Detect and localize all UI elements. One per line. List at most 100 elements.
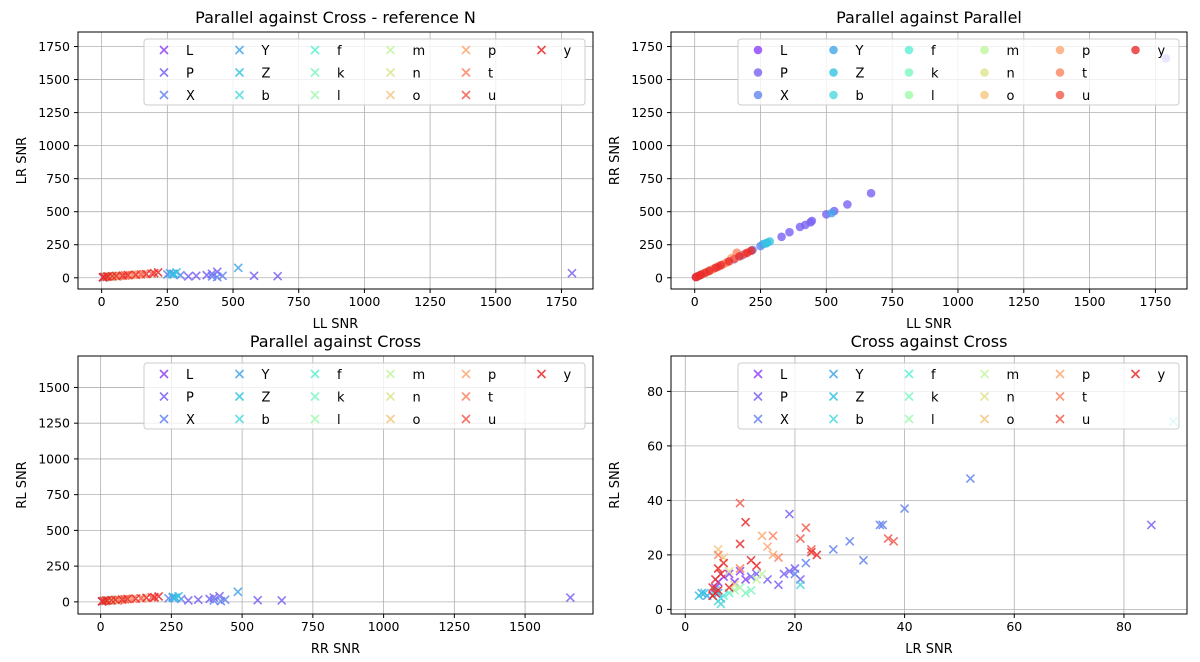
y-tick-label: 1000 <box>631 138 663 153</box>
y-axis-label: RL SNR <box>608 461 623 508</box>
legend-marker-X <box>159 90 169 100</box>
point-X <box>965 474 975 484</box>
legend-marker-L <box>159 369 169 379</box>
point-y <box>746 555 756 565</box>
legend-marker-Z <box>234 67 245 78</box>
point-P <box>191 271 201 281</box>
legend-marker-Y <box>828 369 839 379</box>
legend-label: l <box>337 89 341 104</box>
y-tick-label: 1750 <box>38 39 70 54</box>
legend-label: k <box>337 391 345 406</box>
point-y <box>713 585 723 595</box>
legend-marker-b <box>234 414 245 424</box>
y-tick-label: 500 <box>46 204 70 219</box>
legend-marker-y <box>536 45 547 55</box>
point-P <box>773 580 784 590</box>
legend-label: f <box>337 368 342 383</box>
legend-marker-y <box>536 369 547 379</box>
legend-label: f <box>931 44 936 59</box>
y-tick-label: 500 <box>46 523 70 538</box>
legend-marker-p <box>1055 45 1065 55</box>
point-L <box>724 569 734 579</box>
point-l <box>735 583 745 593</box>
legend-label: Y <box>261 368 270 383</box>
x-axis-label: LR SNR <box>905 642 952 657</box>
y-tick-label: 750 <box>46 487 70 502</box>
axes-frame <box>77 31 594 290</box>
y-tick-label: 60 <box>647 438 663 453</box>
y-tick-label: 250 <box>46 559 70 574</box>
point-P <box>784 566 795 576</box>
point-P <box>249 271 259 281</box>
x-tick-label: 60 <box>1006 619 1022 634</box>
point-y <box>806 547 816 557</box>
chart-title: Parallel against Parallel <box>836 8 1022 27</box>
point-X <box>212 272 222 282</box>
point-X <box>801 558 811 568</box>
x-tick-label: 250 <box>155 294 179 309</box>
legend-marker-Y <box>234 369 245 379</box>
legend-marker-n <box>980 68 989 77</box>
subplot-4: 0 20 40 60 80 0 20 40 60 80 Cross against Cross LR … <box>608 332 1188 657</box>
x-tick-label: 1250 <box>438 619 470 634</box>
x-tick-label: 1500 <box>480 294 512 309</box>
point-y <box>710 574 720 584</box>
legend-marker-Y <box>234 45 245 55</box>
legend-label: p <box>488 368 496 383</box>
legend: LPX YZb fkl mno ptu y <box>143 38 586 106</box>
legend-label: o <box>1007 89 1015 104</box>
point-n <box>730 580 740 590</box>
point-P <box>785 227 794 237</box>
point-Y <box>233 587 243 597</box>
x-tick-label: 1250 <box>414 294 446 309</box>
legend-label: k <box>337 67 345 82</box>
x-tick-label: 750 <box>301 619 325 634</box>
legend-label: l <box>337 413 341 428</box>
legend-marker-f <box>904 45 914 55</box>
legend-label: P <box>186 67 194 82</box>
point-p <box>138 593 148 603</box>
legend-label: k <box>931 67 939 82</box>
legend-label: t <box>1082 391 1087 406</box>
y-tick-label: 250 <box>639 237 663 252</box>
legend: LPX YZb fkl mno ptu y <box>143 362 586 430</box>
x-tick-label: 1250 <box>1008 294 1040 309</box>
legend-label: Z <box>262 67 271 82</box>
point-y <box>141 593 152 603</box>
legend-label: n <box>1007 67 1015 82</box>
legend-label: b <box>262 413 270 428</box>
point-Z <box>169 593 179 603</box>
legend-label: Y <box>855 44 864 59</box>
point-y <box>708 583 718 593</box>
point-X <box>878 520 888 530</box>
legend-marker-k <box>310 391 320 402</box>
legend-label: u <box>1082 89 1090 104</box>
legend-marker-u <box>1055 414 1065 424</box>
point-X <box>845 536 855 546</box>
legend-marker-p <box>461 45 471 55</box>
legend-marker-l <box>904 90 914 100</box>
legend-marker-Z <box>234 391 245 402</box>
legend-label: y <box>1158 368 1166 383</box>
legend-label: P <box>780 391 788 406</box>
legend-marker-n <box>979 391 990 402</box>
x-tick-label: 750 <box>880 294 904 309</box>
point-b <box>795 580 805 590</box>
point-u <box>735 498 745 508</box>
point-Y <box>827 208 836 218</box>
point-y <box>719 558 729 568</box>
y-tick-label: 1500 <box>631 72 663 87</box>
x-axis-label: LL SNR <box>313 317 359 332</box>
point-t <box>735 563 745 574</box>
point-L <box>741 574 751 584</box>
legend-label: L <box>186 368 194 383</box>
point-t <box>139 269 149 279</box>
legend-marker-m <box>979 369 990 379</box>
legend-marker-L <box>753 369 763 379</box>
point-P <box>779 569 789 579</box>
point-p <box>757 531 767 541</box>
legend-marker-b <box>234 90 245 100</box>
legend-marker-Z <box>828 391 839 402</box>
legend-box <box>737 362 1180 430</box>
